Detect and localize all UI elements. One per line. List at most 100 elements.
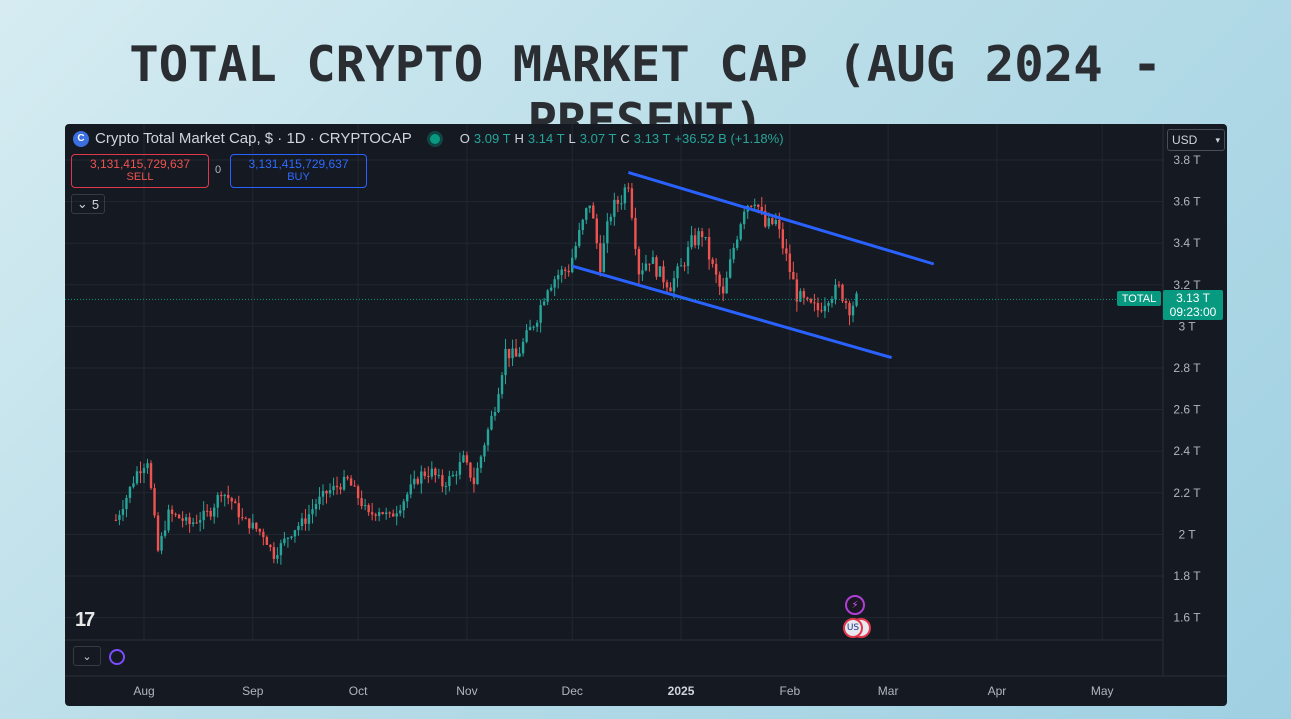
candle-body xyxy=(342,476,346,490)
candle-body xyxy=(409,484,412,495)
candle-body xyxy=(848,303,851,316)
candle-body xyxy=(420,471,423,484)
candle-body xyxy=(181,518,184,521)
buy-button[interactable]: 3,131,415,729,637 BUY xyxy=(230,154,367,188)
chevron-down-icon: ▾ xyxy=(1215,134,1220,145)
candle-body xyxy=(728,259,732,278)
candle-body xyxy=(444,485,448,487)
candle-body xyxy=(556,275,560,280)
candle-body xyxy=(476,467,479,485)
open-value: 3.09 T xyxy=(473,131,511,146)
candle-body xyxy=(627,187,630,189)
y-tick-label: 2.6 T xyxy=(1173,403,1201,417)
us-flag-event-icon[interactable]: US xyxy=(843,618,863,638)
candle-body xyxy=(851,305,855,316)
candle-body xyxy=(465,455,469,463)
refresh-icon[interactable] xyxy=(109,649,125,665)
candle-body xyxy=(658,266,662,277)
candle-body xyxy=(114,519,118,521)
candle-body xyxy=(665,282,669,288)
candle-body xyxy=(381,512,384,514)
chart-panel[interactable]: 3.8 T 3.6 T 3.4 T 3.2 T 3 T 2.8 T 2.6 T 2.4 T 2.… xyxy=(65,124,1227,706)
candle-body xyxy=(167,509,170,531)
candle-body xyxy=(392,513,395,517)
candle-body xyxy=(644,263,648,271)
candle-body xyxy=(384,512,388,514)
candle-body xyxy=(262,531,265,538)
low-label: L xyxy=(568,131,576,146)
candle-body xyxy=(321,490,325,497)
candle-body xyxy=(799,291,802,302)
candle-body xyxy=(686,247,690,266)
candle-body xyxy=(816,303,820,311)
low-value: 3.07 T xyxy=(579,131,617,146)
candle-body xyxy=(613,199,616,217)
bar-countdown: 09:23:00 xyxy=(1169,305,1217,319)
sell-price: 3,131,415,729,637 xyxy=(89,157,191,171)
y-tick-label: 2.4 T xyxy=(1173,444,1201,458)
lightning-event-icon[interactable]: ⚡ xyxy=(845,595,865,615)
candle-body xyxy=(757,204,760,207)
candle-body xyxy=(785,248,788,254)
candle-body xyxy=(693,235,697,246)
candle-body xyxy=(697,231,700,246)
candle-body xyxy=(462,455,465,463)
symbol-price-tag: TOTAL xyxy=(1117,291,1161,306)
candle-body xyxy=(483,445,486,457)
candle-body xyxy=(314,504,318,510)
candle-body xyxy=(223,494,226,497)
candle-body xyxy=(437,475,441,477)
indicators-toggle-button[interactable]: ⌄ 5 xyxy=(71,194,105,214)
candle-body xyxy=(486,429,490,446)
collapse-panel-button[interactable]: ⌄ xyxy=(73,646,101,666)
last-price-value: 3.13 T xyxy=(1176,291,1210,305)
spread-value: 0 xyxy=(215,164,222,176)
candle-body xyxy=(841,284,844,302)
high-label: H xyxy=(514,131,524,146)
x-tick-label: 2025 xyxy=(668,684,695,698)
candle-body xyxy=(258,528,262,532)
candle-body xyxy=(230,498,233,502)
candle-body xyxy=(216,495,219,508)
candle-body xyxy=(571,257,574,273)
candle-body xyxy=(844,301,848,304)
candle-body xyxy=(184,517,188,521)
candle-body xyxy=(395,513,398,517)
candle-body xyxy=(377,512,381,516)
candle-body xyxy=(735,239,739,248)
candle-body xyxy=(788,253,792,272)
y-tick-label: 2.8 T xyxy=(1173,361,1201,375)
candle-body xyxy=(616,199,620,204)
candle-body xyxy=(778,220,781,230)
candle-body xyxy=(711,259,714,264)
symbol-label[interactable]: Crypto Total Market Cap, $ · 1D · CRYPTO… xyxy=(95,130,412,147)
candle-body xyxy=(802,291,806,298)
candle-body xyxy=(177,514,181,519)
candle-body xyxy=(118,514,121,520)
candle-body xyxy=(834,284,837,300)
candle-body xyxy=(441,475,444,487)
candle-body xyxy=(511,348,514,359)
candle-body xyxy=(641,270,644,275)
candle-body xyxy=(363,505,367,507)
candle-body xyxy=(458,462,462,475)
candles xyxy=(114,182,858,565)
candle-body xyxy=(290,536,293,538)
candle-body xyxy=(714,263,718,275)
candle-body xyxy=(806,297,809,300)
candle-body xyxy=(532,326,535,328)
candle-body xyxy=(781,229,785,249)
candle-body xyxy=(707,236,711,260)
chart-canvas[interactable]: 3.8 T 3.6 T 3.4 T 3.2 T 3 T 2.8 T 2.6 T 2.4 T 2.… xyxy=(65,124,1227,706)
sell-button[interactable]: 3,131,415,729,637 SELL xyxy=(71,154,209,188)
y-tick-label: 2.2 T xyxy=(1173,486,1201,500)
open-label: O xyxy=(459,131,470,146)
candle-body xyxy=(198,520,202,523)
page-title: TOTAL CRYPTO MARKET CAP (AUG 2024 - PRES… xyxy=(129,36,1162,150)
candle-body xyxy=(279,543,283,556)
currency-select[interactable]: USD ▾ xyxy=(1167,129,1225,151)
candle-body xyxy=(244,518,247,520)
candle-body xyxy=(170,509,174,514)
x-tick-label: Apr xyxy=(988,684,1007,698)
candle-body xyxy=(234,501,237,504)
